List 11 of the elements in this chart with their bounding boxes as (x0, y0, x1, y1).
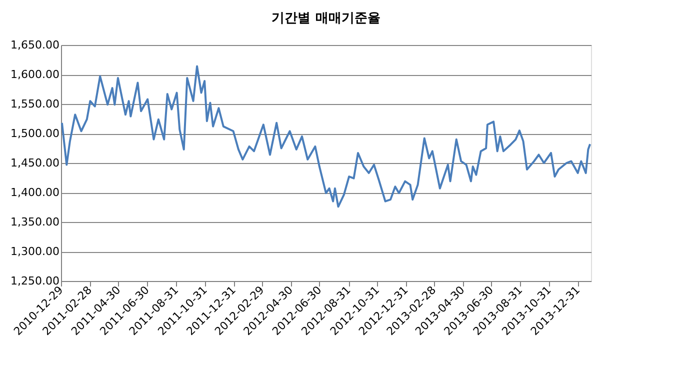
y-tick-label: 1,500.00 (10, 127, 60, 140)
line-series (60, 65, 592, 208)
y-tick-label: 1,250.00 (10, 274, 60, 288)
y-tick-label: 1,350.00 (10, 216, 60, 228)
y-tick-label: 1,600.00 (10, 68, 60, 81)
y-tick-label: 1,550.00 (10, 98, 60, 110)
y-tick-label: 1,450.00 (10, 156, 60, 170)
y-tick-label: 1,400.00 (10, 186, 60, 199)
y-tick-label: 1,650.00 (10, 38, 60, 52)
y-tick-label: 1,300.00 (10, 245, 60, 258)
chart-title: 기간별 매매기준율 (272, 11, 380, 26)
